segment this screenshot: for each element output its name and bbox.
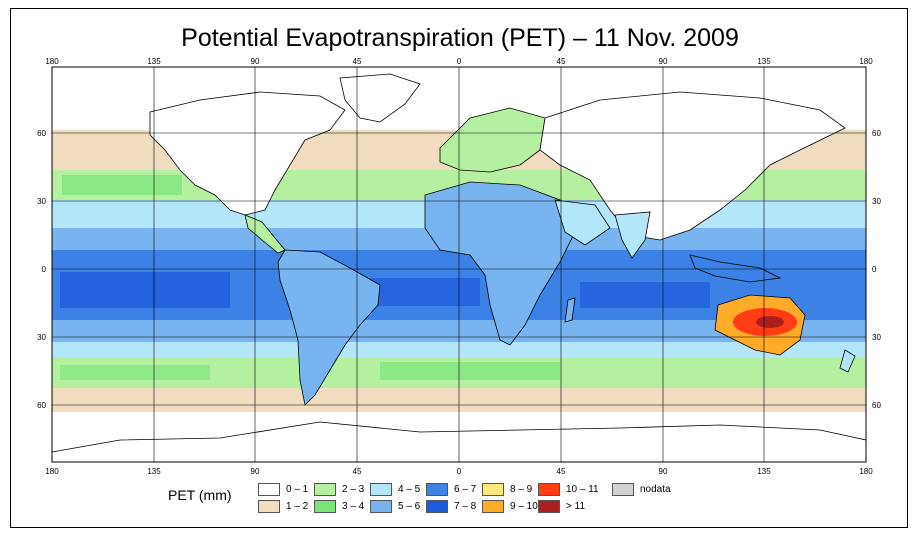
lat-tick-right: 0 bbox=[872, 265, 877, 274]
lon-ticks-top: 180 135 90 45 0 45 90 135 180 bbox=[45, 57, 873, 66]
map-title: Potential Evapotranspiration (PET) – 11 … bbox=[181, 24, 739, 52]
arabia bbox=[554, 199, 611, 246]
lat-tick-left: 60 bbox=[37, 401, 46, 410]
legend-swatch bbox=[370, 500, 392, 513]
legend-swatch bbox=[426, 483, 448, 496]
lat-ticks-left: 60 30 0 30 60 bbox=[37, 129, 46, 410]
lon-tick-top: 135 bbox=[757, 57, 771, 66]
madagascar bbox=[564, 297, 576, 323]
legend-item: 1 – 2 bbox=[258, 500, 308, 513]
legend-item: 9 – 10 bbox=[482, 500, 538, 513]
legend-label: 4 – 5 bbox=[398, 484, 421, 495]
lon-tick-top: 45 bbox=[353, 57, 362, 66]
asia bbox=[539, 91, 846, 241]
lon-tick-bottom: 45 bbox=[557, 467, 566, 476]
patch-deep-pacific bbox=[60, 272, 230, 308]
legend-swatch bbox=[370, 483, 392, 496]
lon-tick-bottom: 135 bbox=[757, 467, 771, 476]
india bbox=[614, 211, 651, 259]
lat-tick-right: 30 bbox=[872, 197, 881, 206]
legend-swatch bbox=[538, 483, 560, 496]
legend-item: 8 – 9 bbox=[482, 483, 532, 496]
lon-tick-bottom: 180 bbox=[45, 467, 59, 476]
legend-swatch bbox=[426, 500, 448, 513]
patch-green-south bbox=[380, 362, 560, 380]
legend-item: nodata bbox=[612, 483, 671, 496]
australia-extreme-core bbox=[756, 316, 784, 328]
legend-title: PET (mm) bbox=[168, 487, 232, 503]
legend-item: 7 – 8 bbox=[426, 500, 476, 513]
southeast-asia-islands bbox=[689, 254, 782, 283]
legend-label: 8 – 9 bbox=[510, 484, 533, 495]
north-america bbox=[149, 91, 346, 216]
legend-label: > 11 bbox=[566, 501, 585, 512]
legend-label: 5 – 6 bbox=[398, 501, 421, 512]
lon-tick-top: 135 bbox=[147, 57, 161, 66]
lon-tick-bottom: 45 bbox=[353, 467, 362, 476]
legend-swatch bbox=[538, 500, 560, 513]
lat-tick-right: 60 bbox=[872, 401, 881, 410]
legend-swatch bbox=[258, 483, 280, 496]
map-border bbox=[51, 66, 867, 463]
legend-item: 10 – 11 bbox=[538, 483, 599, 496]
legend-swatch bbox=[314, 500, 336, 513]
lat-ticks-right: 60 30 0 30 60 bbox=[872, 129, 881, 410]
lon-tick-bottom: 90 bbox=[251, 467, 260, 476]
lon-tick-top: 180 bbox=[45, 57, 59, 66]
lat-tick-left: 60 bbox=[37, 129, 46, 138]
legend-label: 6 – 7 bbox=[454, 484, 477, 495]
lat-tick-left: 0 bbox=[42, 265, 47, 274]
africa bbox=[424, 181, 576, 346]
legend-label: 3 – 4 bbox=[342, 501, 365, 512]
legend-label: 0 – 1 bbox=[286, 484, 309, 495]
legend-label: 9 – 10 bbox=[510, 501, 538, 512]
patch-deep-indian bbox=[580, 282, 710, 308]
legend-item: 6 – 7 bbox=[426, 483, 476, 496]
legend-label: 2 – 3 bbox=[342, 484, 365, 495]
legend-item: 2 – 3 bbox=[314, 483, 364, 496]
south-america bbox=[277, 249, 381, 406]
legend-swatch bbox=[482, 483, 504, 496]
legend-label: 10 – 11 bbox=[566, 484, 599, 495]
legend-label: 7 – 8 bbox=[454, 501, 477, 512]
legend-item: 3 – 4 bbox=[314, 500, 364, 513]
lon-tick-top: 90 bbox=[659, 57, 668, 66]
legend-swatch bbox=[612, 483, 634, 496]
legend-label: 1 – 2 bbox=[286, 501, 309, 512]
legend-item: 0 – 1 bbox=[258, 483, 308, 496]
lat-tick-left: 30 bbox=[37, 333, 46, 342]
new-zealand bbox=[839, 349, 856, 373]
europe bbox=[439, 107, 546, 173]
lon-tick-top: 0 bbox=[457, 57, 462, 66]
legend-label: nodata bbox=[640, 484, 671, 495]
lat-tick-right: 60 bbox=[872, 129, 881, 138]
figure-frame bbox=[10, 8, 908, 528]
patch-green-south-pacific bbox=[60, 365, 210, 380]
greenland bbox=[339, 73, 421, 123]
lon-tick-top: 90 bbox=[251, 57, 260, 66]
legend-item: > 11 bbox=[538, 500, 585, 513]
lon-tick-bottom: 90 bbox=[659, 467, 668, 476]
graticule bbox=[52, 67, 866, 462]
legend-swatch bbox=[314, 483, 336, 496]
legend-item: 4 – 5 bbox=[370, 483, 420, 496]
lon-tick-bottom: 180 bbox=[859, 467, 873, 476]
legend-swatch bbox=[258, 500, 280, 513]
lon-tick-top: 45 bbox=[557, 57, 566, 66]
lon-tick-bottom: 135 bbox=[147, 467, 161, 476]
lon-ticks-bottom: 180 135 90 45 0 45 90 135 180 bbox=[45, 467, 873, 476]
lat-tick-left: 30 bbox=[37, 197, 46, 206]
lon-tick-bottom: 0 bbox=[457, 467, 462, 476]
legend-item: 5 – 6 bbox=[370, 500, 420, 513]
patch-green-north-pacific bbox=[62, 175, 182, 195]
lon-tick-top: 180 bbox=[859, 57, 873, 66]
legend-swatch bbox=[482, 500, 504, 513]
patch-deep-atlantic bbox=[360, 278, 480, 306]
lat-tick-right: 30 bbox=[872, 333, 881, 342]
